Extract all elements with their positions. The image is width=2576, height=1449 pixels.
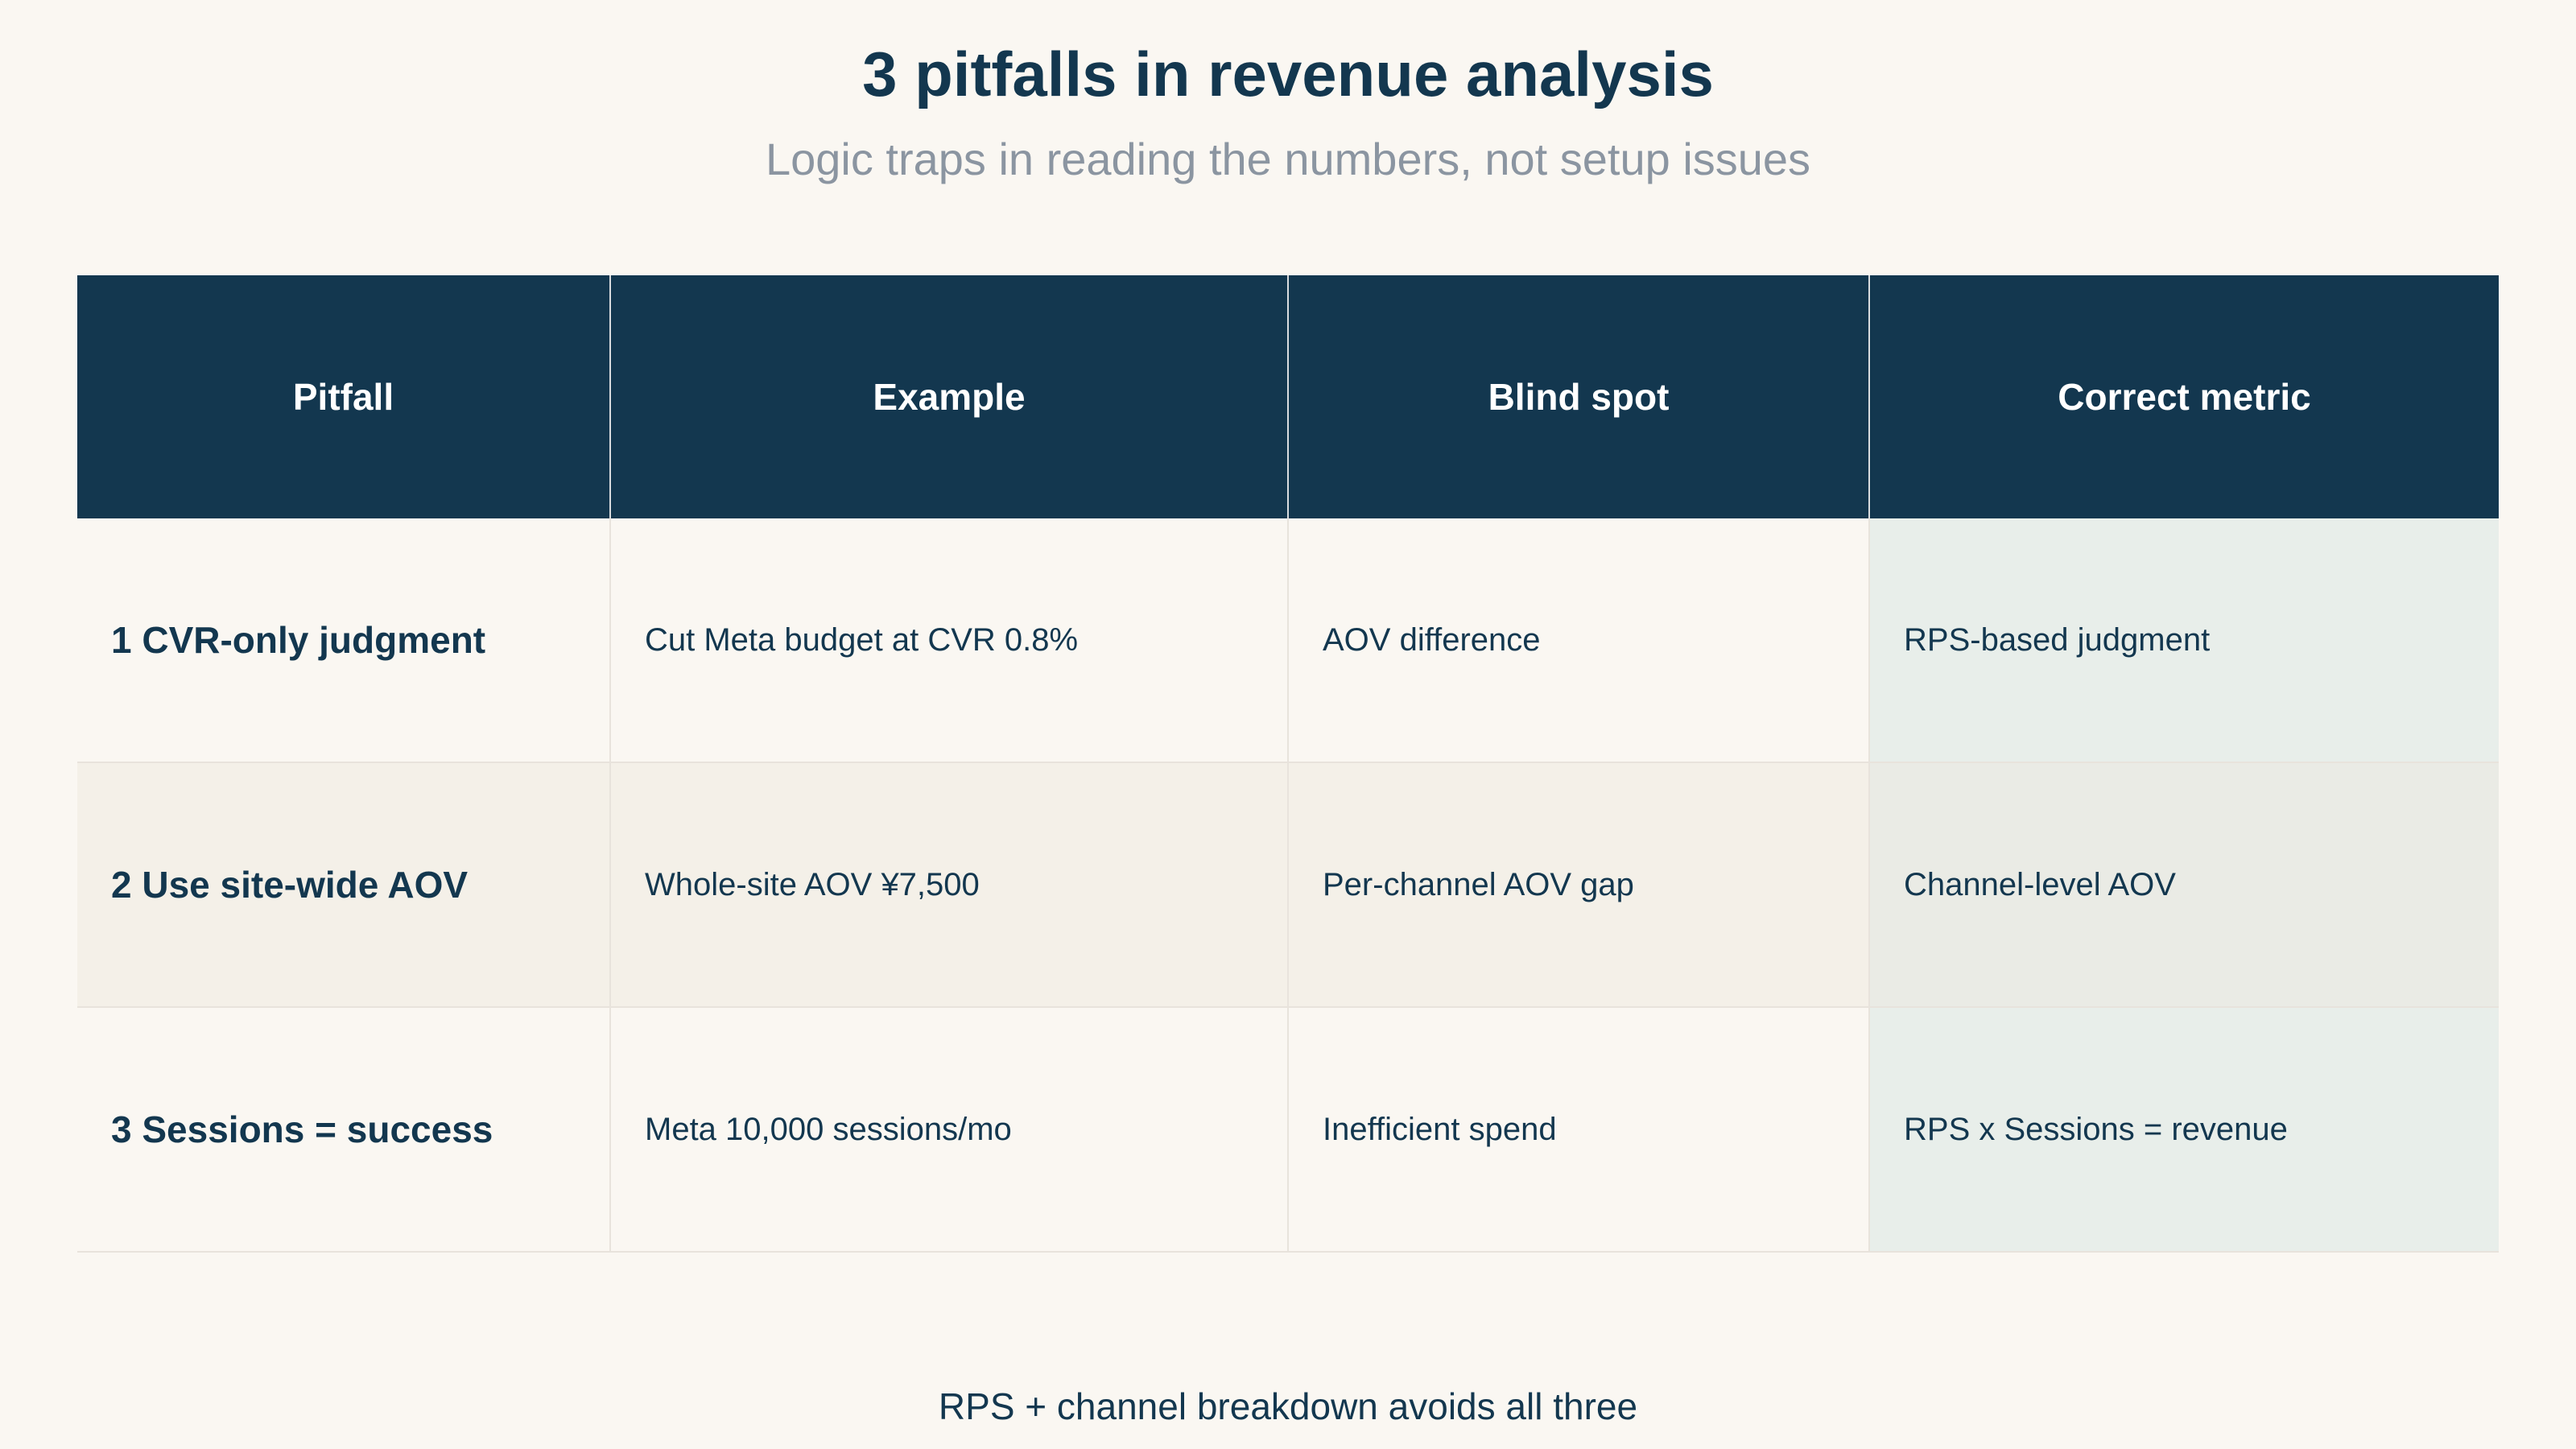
correct-metric-cell: RPS-based judgment <box>1868 518 2499 763</box>
example-cell: Cut Meta budget at CVR 0.8% <box>609 518 1288 763</box>
page-title: 3 pitfalls in revenue analysis <box>862 39 1714 109</box>
pitfall-cell: 2 Use site-wide AOV <box>77 762 610 1008</box>
table-row: 3 Sessions = success Meta 10,000 session… <box>77 1007 2499 1253</box>
column-header-blind-spot: Blind spot <box>1287 275 1869 518</box>
pitfall-cell: 1 CVR-only judgment <box>77 518 610 763</box>
column-header-correct-metric: Correct metric <box>1868 275 2499 518</box>
blind-spot-cell: Per-channel AOV gap <box>1287 762 1869 1008</box>
example-cell: Whole-site AOV ¥7,500 <box>609 762 1288 1008</box>
page-subtitle: Logic traps in reading the numbers, not … <box>765 134 1811 184</box>
pitfalls-table: Pitfall Example Blind spot Correct metri… <box>77 275 2499 1253</box>
pitfall-cell: 3 Sessions = success <box>77 1007 610 1253</box>
column-header-example: Example <box>609 275 1288 518</box>
correct-metric-cell: Channel-level AOV <box>1868 762 2499 1008</box>
table-header-row: Pitfall Example Blind spot Correct metri… <box>77 275 2499 518</box>
example-cell: Meta 10,000 sessions/mo <box>609 1007 1288 1253</box>
column-header-pitfall: Pitfall <box>77 275 610 518</box>
correct-metric-cell: RPS x Sessions = revenue <box>1868 1007 2499 1253</box>
footer-note: RPS + channel breakdown avoids all three <box>938 1385 1638 1427</box>
table-row: 2 Use site-wide AOV Whole-site AOV ¥7,50… <box>77 762 2499 1008</box>
blind-spot-cell: AOV difference <box>1287 518 1869 763</box>
table-row: 1 CVR-only judgment Cut Meta budget at C… <box>77 518 2499 763</box>
blind-spot-cell: Inefficient spend <box>1287 1007 1869 1253</box>
